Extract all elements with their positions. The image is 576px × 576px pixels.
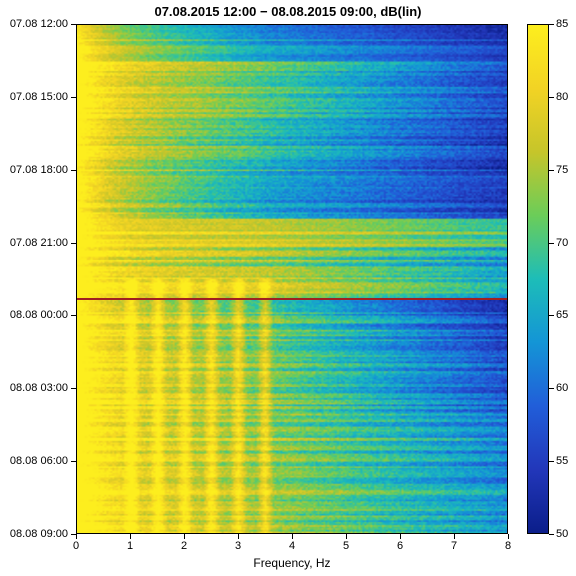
tick-mark [549,534,554,535]
tick-mark [549,24,554,25]
tick-label: 2 [181,540,187,552]
tick-label: 08.08 06:00 [10,455,68,467]
tick-mark [346,534,347,539]
tick-label: 85 [556,18,568,30]
tick-mark [508,534,509,539]
tick-mark [71,97,76,98]
tick-label: 07.08 12:00 [10,18,68,30]
colorbar-gradient [528,25,548,533]
overlay-marker-line [77,298,507,300]
tick-label: 4 [289,540,295,552]
tick-label: 5 [343,540,349,552]
tick-mark [71,315,76,316]
tick-label: 07.08 15:00 [10,91,68,103]
tick-label: 1 [127,540,133,552]
tick-mark [71,243,76,244]
tick-label: 6 [397,540,403,552]
tick-mark [549,388,554,389]
tick-label: 3 [235,540,241,552]
tick-mark [238,534,239,539]
tick-mark [549,315,554,316]
colorbar [527,24,549,534]
tick-mark [292,534,293,539]
tick-label: 70 [556,237,568,249]
tick-label: 75 [556,164,568,176]
chart-title: 07.08.2015 12:00 − 08.08.2015 09:00, dB(… [0,4,576,19]
tick-mark [130,534,131,539]
tick-mark [454,534,455,539]
tick-label: 0 [73,540,79,552]
tick-mark [71,534,76,535]
tick-label: 60 [556,382,568,394]
tick-mark [76,534,77,539]
tick-label: 65 [556,309,568,321]
tick-mark [71,170,76,171]
tick-label: 08.08 03:00 [10,382,68,394]
tick-label: 08.08 09:00 [10,528,68,540]
tick-mark [71,461,76,462]
tick-label: 50 [556,528,568,540]
spectrogram-plot [76,24,508,534]
spectrogram-canvas [77,25,507,533]
tick-mark [549,170,554,171]
tick-label: 07.08 18:00 [10,164,68,176]
tick-mark [549,461,554,462]
tick-mark [549,97,554,98]
tick-mark [184,534,185,539]
tick-mark [71,24,76,25]
tick-mark [71,388,76,389]
tick-label: 08.08 00:00 [10,309,68,321]
tick-label: 8 [505,540,511,552]
tick-mark [400,534,401,539]
tick-label: 80 [556,91,568,103]
tick-label: 55 [556,455,568,467]
x-axis-label: Frequency, Hz [76,556,508,570]
tick-label: 7 [451,540,457,552]
tick-label: 07.08 21:00 [10,237,68,249]
tick-mark [549,243,554,244]
